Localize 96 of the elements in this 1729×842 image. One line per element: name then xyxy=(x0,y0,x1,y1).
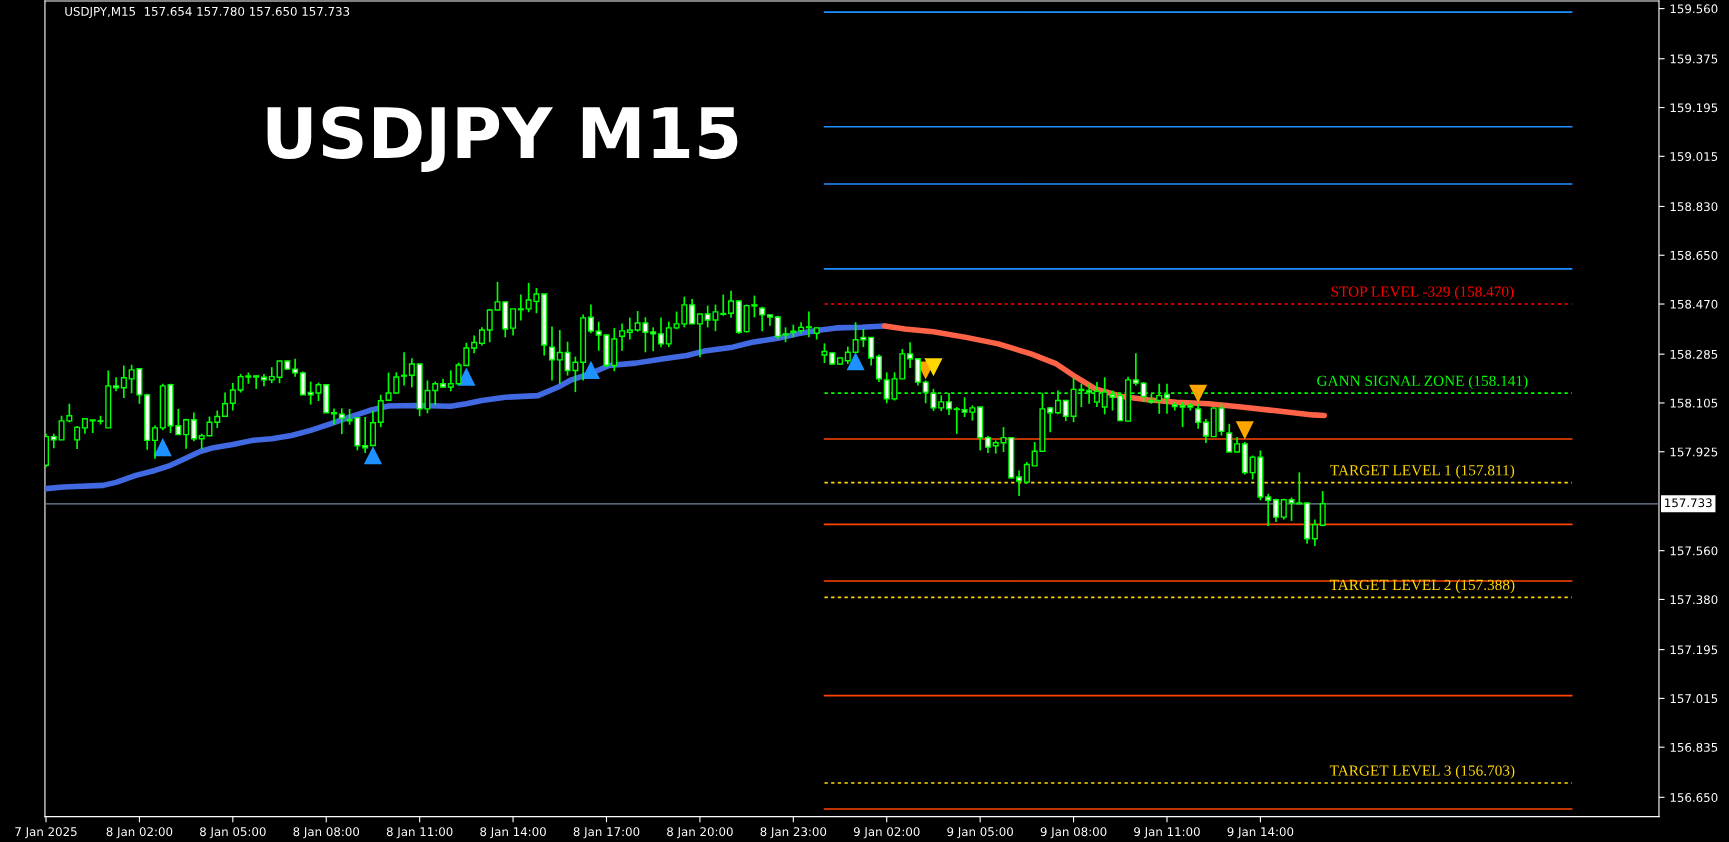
x-tick-label: 9 Jan 02:00 xyxy=(853,827,920,839)
candlestick xyxy=(696,313,703,358)
candlestick xyxy=(657,316,665,348)
point xyxy=(1189,384,1208,403)
candlestick xyxy=(689,298,696,325)
candlestick xyxy=(74,425,81,450)
candlestick xyxy=(914,357,921,387)
y-tick-label: 158.105 xyxy=(1670,398,1718,408)
point xyxy=(363,446,382,465)
candlestick xyxy=(330,407,338,426)
series-label: TARGET LEVEL 2 (157.388) xyxy=(1329,579,1515,594)
candlestick xyxy=(548,325,556,382)
y-tick-label: 157.925 xyxy=(1670,447,1718,457)
candlestick xyxy=(478,326,485,347)
candlestick xyxy=(338,407,345,435)
y-tick-label: 158.470 xyxy=(1670,299,1718,309)
x-tick-label: 8 Jan 11:00 xyxy=(386,827,453,839)
point xyxy=(153,438,172,457)
candlestick xyxy=(953,406,960,435)
candlestick xyxy=(1311,518,1318,547)
point xyxy=(846,352,865,371)
x-tick-label: 8 Jan 20:00 xyxy=(667,827,733,839)
y-tick-label: 158.650 xyxy=(1670,250,1718,260)
ref-line-label: 157.733 xyxy=(1665,498,1712,508)
candlestick xyxy=(626,316,633,341)
x-tick-label: 8 Jan 05:00 xyxy=(200,827,266,839)
candlestick xyxy=(1226,422,1233,453)
point xyxy=(457,367,476,386)
candlestick xyxy=(253,375,260,390)
x-tick-label: 7 Jan 2025 xyxy=(15,827,77,839)
candlestick xyxy=(1319,490,1326,528)
candlestick xyxy=(362,416,369,454)
candlestick xyxy=(447,369,454,393)
candlestick xyxy=(728,289,735,319)
candlestick xyxy=(517,293,524,322)
y-tick-label: 159.560 xyxy=(1670,4,1718,14)
candlestick xyxy=(1062,399,1069,422)
x-tick-label: 8 Jan 14:00 xyxy=(480,827,546,839)
candlestick xyxy=(619,322,626,352)
series-label: GANN SIGNAL ZONE (158.141) xyxy=(1317,375,1528,390)
y-tick-label: 157.380 xyxy=(1670,595,1718,605)
candlestick xyxy=(151,424,159,460)
y-tick-label: 158.285 xyxy=(1670,349,1718,359)
candlestick xyxy=(432,380,439,406)
candlestick xyxy=(1202,418,1209,444)
x-tick-label: 9 Jan 11:00 xyxy=(1134,827,1200,839)
y-tick-label: 156.835 xyxy=(1670,742,1718,752)
x-tick-label: 8 Jan 17:00 xyxy=(573,827,640,839)
candlestick xyxy=(401,351,408,387)
candlestick xyxy=(759,305,766,332)
x-tick-label: 9 Jan 14:00 xyxy=(1227,827,1294,839)
candlestick xyxy=(369,409,376,447)
candlestick xyxy=(113,376,120,393)
candlestick xyxy=(408,357,415,389)
candlestick xyxy=(1195,402,1202,430)
y-tick-label: 157.560 xyxy=(1670,546,1718,556)
candlestick xyxy=(556,329,563,385)
y-tick-label: 156.650 xyxy=(1670,793,1718,802)
point xyxy=(581,360,600,379)
x-tick-label: 8 Jan 23:00 xyxy=(760,827,827,839)
candlestick xyxy=(1265,492,1272,527)
y-tick-label: 159.195 xyxy=(1670,103,1718,113)
y-tick-label: 157.195 xyxy=(1670,645,1718,655)
candlestick xyxy=(510,308,517,337)
y-tick-label: 157.015 xyxy=(1670,694,1718,704)
series-label: TARGET LEVEL 3 (156.703) xyxy=(1329,764,1515,779)
annotation: USDJPY,M15 157.654 157.780 157.650 157.733 xyxy=(65,6,350,19)
candlestick xyxy=(875,353,882,383)
candlestick xyxy=(868,336,875,367)
x-tick-label: 9 Jan 05:00 xyxy=(947,827,1013,839)
candlestick xyxy=(665,320,672,348)
y-tick-label: 159.375 xyxy=(1670,54,1718,64)
series-label: TARGET LEVEL 1 (157.811) xyxy=(1330,464,1515,479)
point xyxy=(1235,421,1254,440)
candlestick xyxy=(821,342,828,364)
candlestick xyxy=(1132,352,1139,387)
x-tick-label: 8 Jan 02:00 xyxy=(106,827,173,839)
y-tick-label: 159.015 xyxy=(1670,152,1718,161)
y-tick-label: 158.830 xyxy=(1670,202,1718,212)
candlestick xyxy=(907,341,914,369)
point xyxy=(924,358,943,377)
candlestick xyxy=(1016,469,1023,497)
candlestick xyxy=(805,310,812,339)
x-tick-label: 8 Jan 08:00 xyxy=(293,827,360,839)
candlestick xyxy=(229,382,236,412)
candlestick xyxy=(650,326,657,353)
candlestick xyxy=(1023,461,1030,485)
candlestick xyxy=(222,391,229,418)
series-label: STOP LEVEL -329 (158.470) xyxy=(1331,286,1514,300)
candlestick xyxy=(190,411,197,443)
candlestick xyxy=(183,417,190,450)
x-tick-label: 9 Jan 08:00 xyxy=(1040,827,1107,839)
candlestick xyxy=(120,364,127,399)
text: USDJPY M15 xyxy=(267,106,738,172)
candlestick xyxy=(1047,406,1054,434)
candlestick xyxy=(587,303,594,335)
